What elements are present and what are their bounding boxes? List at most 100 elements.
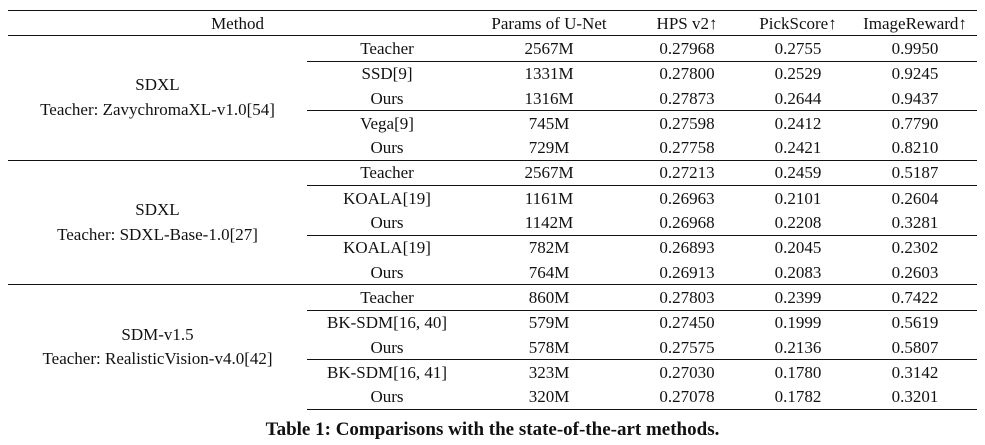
table-caption: Table 1: Comparisons with the state-of-t… (265, 419, 720, 440)
params-cell: 1161M (467, 185, 632, 211)
hps-cell: 0.26913 (659, 262, 715, 282)
pickscore-cell: 0.1780 (743, 359, 854, 385)
header-params: Params of U-Net (467, 9, 632, 37)
table-row: SSD[9] 1331M 0.27800 0.2529 0.9245 (8, 60, 978, 86)
hps-cell: 0.27800 (631, 60, 744, 86)
method-cell: KOALA[19] (307, 234, 468, 260)
method-cell: Ours (370, 262, 404, 282)
table-row: Ours 1316M 0.27873 0.2644 0.9437 (8, 86, 977, 111)
table-row: BK-SDM[16, 40] 579M 0.27450 0.1999 0.5619 (8, 309, 978, 335)
params-cell: 764M (528, 262, 570, 282)
header-hps: HPS v2↑ (631, 9, 744, 37)
hps-cell: 0.26968 (659, 213, 715, 233)
hps-cell: 0.27213 (631, 159, 744, 186)
hps-cell: 0.27803 (631, 284, 744, 311)
group-teacher: Teacher: SDXL-Base-1.0[27] (57, 224, 258, 244)
hps-cell: 0.27968 (659, 38, 715, 58)
imagereward-cell: 0.9950 (891, 38, 939, 58)
method-cell: Teacher (360, 38, 414, 58)
pickscore-cell: 0.1782 (743, 384, 854, 410)
table-row: Ours 1142M 0.26968 0.2208 0.3281 (8, 210, 977, 235)
group-label: SDXL Teacher: SDXL-Base-1.0[27] (8, 159, 307, 285)
table-row: BK-SDM[16, 41] 323M 0.27030 0.1780 0.3142 (8, 359, 978, 385)
hps-cell: 0.26963 (631, 185, 744, 211)
pickscore-cell: 0.2412 (743, 110, 854, 136)
imagereward-cell: 0.8210 (891, 138, 939, 158)
group-name: SDXL (135, 75, 180, 95)
method-cell: BK-SDM[16, 41] (307, 359, 468, 385)
method-cell: Vega[9] (307, 110, 468, 136)
params-cell: 860M (467, 284, 632, 311)
table-row: Ours 764M 0.26913 0.2083 0.2603 (8, 260, 977, 285)
hps-cell: 0.27450 (631, 309, 744, 335)
header-row: Method Params of U-Net HPS v2↑ PickScore… (8, 9, 978, 37)
method-cell: Ours (307, 384, 468, 410)
header-pickscore: PickScore↑ (743, 9, 854, 37)
hps-cell: 0.27078 (631, 384, 744, 410)
group-label: SDM-v1.5 Teacher: RealisticVision-v4.0[42… (8, 284, 307, 410)
group-name: SDM-v1.5 (121, 324, 194, 344)
group-label: SDXL Teacher: ZavychromaXL-v1.0[54] (8, 36, 307, 160)
params-cell: 1331M (467, 60, 632, 86)
table-row: Ours 320M 0.27078 0.1782 0.3201 (8, 384, 978, 410)
hps-cell: 0.27758 (659, 138, 715, 158)
hps-cell: 0.27873 (659, 88, 715, 108)
group-teacher: Teacher: ZavychromaXL-v1.0[54] (40, 100, 275, 120)
imagereward-cell: 0.9245 (853, 60, 978, 86)
params-cell: 1142M (524, 213, 574, 233)
pickscore-cell: 0.2399 (743, 284, 854, 311)
params-cell: 2567M (524, 38, 574, 58)
table-row: KOALA[19] 1161M 0.26963 0.2101 0.2604 (8, 185, 978, 211)
method-cell: Ours (370, 337, 404, 357)
imagereward-cell: 0.7422 (853, 284, 978, 311)
pickscore-cell: 0.2421 (774, 138, 822, 158)
pickscore-cell: 0.2755 (774, 38, 822, 58)
method-cell: KOALA[19] (307, 185, 468, 211)
hps-cell: 0.26893 (631, 234, 744, 260)
table-row: KOALA[19] 782M 0.26893 0.2045 0.2302 (8, 234, 978, 260)
imagereward-cell: 0.5807 (891, 337, 939, 357)
method-cell: SSD[9] (307, 60, 468, 86)
imagereward-cell: 0.3281 (891, 213, 939, 233)
pickscore-cell: 0.2208 (774, 213, 822, 233)
pickscore-cell: 0.2045 (743, 234, 854, 260)
comparison-table: Method Params of U-Net HPS v2↑ PickScore… (8, 9, 978, 410)
table-row: Ours 729M 0.27758 0.2421 0.8210 (8, 135, 977, 160)
table-row: SDXL Teacher: ZavychromaXL-v1.0[54] Teache… (8, 36, 977, 119)
group-teacher: Teacher: RealisticVision-v4.0[42] (42, 349, 273, 369)
imagereward-cell: 0.2302 (853, 234, 978, 260)
imagereward-cell: 0.7790 (853, 110, 978, 136)
imagereward-cell: 0.5619 (853, 309, 978, 335)
method-cell: Teacher (307, 284, 468, 311)
hps-cell: 0.27575 (659, 337, 715, 357)
params-cell: 323M (467, 359, 632, 385)
params-cell: 2567M (467, 159, 632, 186)
pickscore-cell: 0.2644 (774, 88, 822, 108)
imagereward-cell: 0.3201 (853, 384, 978, 410)
params-cell: 729M (528, 138, 570, 158)
pickscore-cell: 0.1999 (743, 309, 854, 335)
method-cell: BK-SDM[16, 40] (307, 309, 468, 335)
group-name: SDXL (135, 199, 180, 219)
params-cell: 320M (467, 384, 632, 410)
table-row: Vega[9] 745M 0.27598 0.2412 0.7790 (8, 110, 978, 136)
method-cell: Ours (370, 88, 404, 108)
table-row: SDM-v1.5 Teacher: RealisticVision-v4.0[42… (8, 284, 978, 410)
pickscore-cell: 0.2459 (743, 159, 854, 186)
params-cell: 1316M (524, 88, 574, 108)
pickscore-cell: 0.2101 (743, 185, 854, 211)
params-cell: 578M (528, 337, 570, 357)
method-cell: Ours (370, 138, 404, 158)
table-row: SDXL Teacher: SDXL-Base-1.0[27] Teacher 256… (8, 159, 978, 285)
hps-cell: 0.27030 (631, 359, 744, 385)
header-imagereward: ImageReward↑ (853, 9, 978, 37)
pickscore-cell: 0.2083 (774, 262, 822, 282)
imagereward-cell: 0.2603 (891, 262, 939, 282)
imagereward-cell: 0.2604 (853, 185, 978, 211)
header-method: Method (8, 9, 468, 37)
pickscore-cell: 0.2136 (774, 337, 822, 357)
hps-cell: 0.27598 (631, 110, 744, 136)
imagereward-cell: 0.9437 (891, 88, 939, 108)
table-body: SDXL Teacher: ZavychromaXL-v1.0[54] Teache… (8, 36, 978, 410)
method-cell: Ours (370, 213, 404, 233)
